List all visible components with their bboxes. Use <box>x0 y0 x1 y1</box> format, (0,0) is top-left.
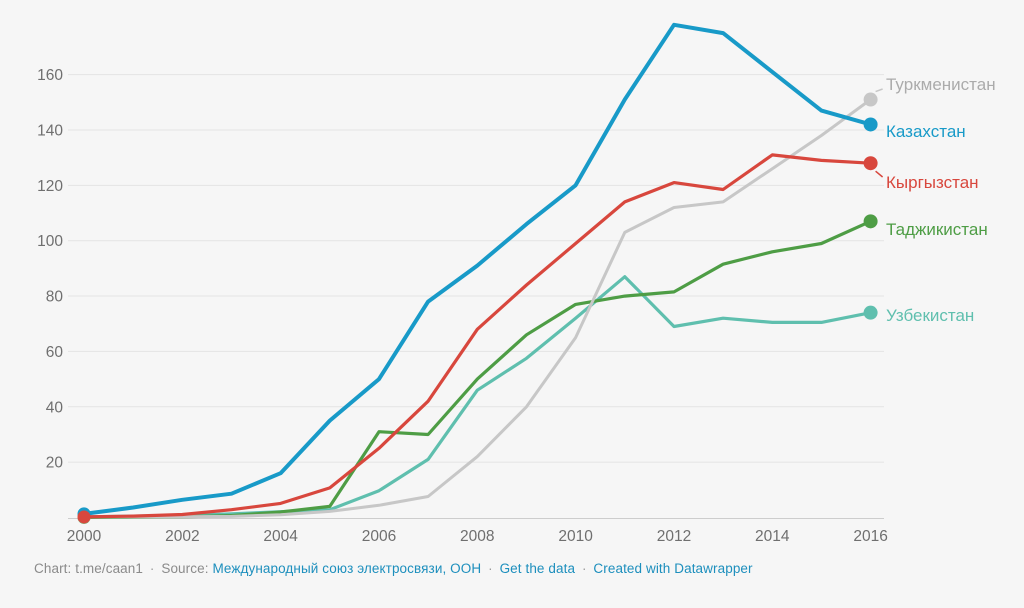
series-line-uzbekistan[interactable] <box>82 275 873 519</box>
label-connector-turkmenistan <box>875 88 883 93</box>
series-end-dot-tajikistan <box>863 214 878 229</box>
series-label-uzbekistan: Узбекистан <box>886 306 974 325</box>
series-label-kazakhstan: Казахстан <box>886 122 966 141</box>
x-tick-label: 2002 <box>165 528 199 545</box>
source-link[interactable]: Международный союз электросвязи, ООН <box>212 561 482 576</box>
x-tick-label: 2000 <box>67 528 102 545</box>
x-tick-label: 2010 <box>558 528 593 545</box>
chart-footer: Chart: t.me/caan1 · Source: Международны… <box>34 561 994 576</box>
y-tick-label: 40 <box>46 399 64 416</box>
source-label: Source: <box>161 561 209 576</box>
series-end-dot-turkmenistan <box>863 92 878 107</box>
series-kazakhstan[interactable] <box>77 22 878 521</box>
series-end-dot-uzbekistan <box>863 305 878 320</box>
series-tajikistan[interactable] <box>77 214 878 524</box>
chart-credit: Chart: t.me/caan1 <box>34 561 144 576</box>
series-uzbekistan[interactable] <box>77 275 878 524</box>
series-end-dot-kyrgyzstan <box>863 156 878 171</box>
y-tick-label: 80 <box>46 289 64 306</box>
x-tick-label: 2012 <box>657 528 691 545</box>
series-turkmenistan[interactable] <box>77 92 878 524</box>
series-line-kyrgyzstan[interactable] <box>82 153 873 519</box>
series-label-kyrgyzstan: Кыргызстан <box>886 173 979 192</box>
y-tick-label: 120 <box>37 178 63 195</box>
x-tick-label: 2014 <box>755 528 790 545</box>
y-tick-label: 20 <box>46 455 64 472</box>
x-tick-label: 2006 <box>362 528 396 545</box>
x-axis-labels: 2000 2002 2004 2006 2008 2010 2012 2014 2016 <box>67 528 888 545</box>
label-connector-kyrgyzstan <box>875 170 884 178</box>
separator-dot: · <box>149 561 155 576</box>
series-label-turkmenistan: Туркменистан <box>886 75 996 94</box>
get-the-data-link[interactable]: Get the data <box>499 561 576 576</box>
line-chart: 20 40 60 80 100 120 140 160 2000 2002 2004 2006 2008… <box>37 22 996 545</box>
y-tick-label: 60 <box>46 344 64 361</box>
datawrapper-link[interactable]: Created with Datawrapper <box>593 561 753 576</box>
y-tick-label: 140 <box>37 122 63 139</box>
series-labels: Туркменистан Казахстан Кыргызстан Таджикист… <box>875 75 996 325</box>
x-tick-label: 2008 <box>460 528 494 545</box>
series-label-tajikistan: Таджикистан <box>886 220 988 239</box>
series-end-dot-kazakhstan <box>863 117 878 132</box>
series-line-kazakhstan[interactable] <box>82 22 873 516</box>
series-kyrgyzstan[interactable] <box>77 153 878 524</box>
series-start-dot-kyrgyzstan <box>77 510 91 524</box>
chart-area: 20 40 60 80 100 120 140 160 2000 2002 2004 2006 2008… <box>37 22 996 545</box>
x-tick-label: 2004 <box>263 528 298 545</box>
separator-dot: · <box>581 561 587 576</box>
x-tick-label: 2016 <box>853 528 887 545</box>
gridlines: 20 40 60 80 100 120 140 160 <box>37 67 884 472</box>
y-tick-label: 160 <box>37 67 63 84</box>
series-line-turkmenistan[interactable] <box>82 98 873 519</box>
y-tick-label: 100 <box>37 233 63 250</box>
separator-dot: · <box>488 561 493 576</box>
